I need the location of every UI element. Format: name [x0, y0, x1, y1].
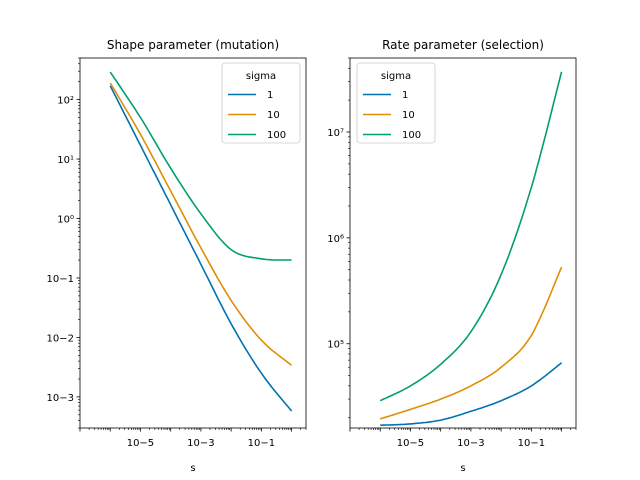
right-x-tick-label: 10−5 — [397, 438, 424, 449]
right-legend-title: sigma — [381, 71, 411, 82]
left-legend-box — [221, 62, 301, 144]
left-x-tick-label: 10−1 — [248, 438, 275, 449]
left-y-tick-label: 10−2 — [47, 333, 74, 344]
right-x-ticks: 10−5 10−3 10−1 — [349, 428, 577, 449]
right-legend-label-1: 1 — [402, 90, 408, 101]
right-y-tick-label: 10⁷ — [327, 128, 344, 139]
left-chart-title: Shape parameter (mutation) — [107, 38, 279, 52]
left-legend-label-100: 100 — [267, 130, 286, 141]
left-legend-label-1: 1 — [267, 90, 273, 101]
right-series-line-10 — [379, 266, 563, 420]
right-chart-title: Rate parameter (selection) — [382, 38, 544, 52]
left-y-ticks: 10−3 10−2 10−1 10⁰ 10¹ 10² — [47, 57, 80, 429]
left-y-tick-label: 10² — [57, 96, 74, 107]
left-y-tick-label: 10⁰ — [57, 215, 74, 226]
right-legend-label-100: 100 — [402, 130, 421, 141]
right-legend-label-10: 10 — [402, 110, 415, 121]
right-x-tick-label: 10−3 — [457, 438, 484, 449]
left-legend-label-10: 10 — [267, 110, 280, 121]
right-series-line-100 — [379, 71, 563, 402]
left-x-tick-label: 10−5 — [127, 438, 154, 449]
left-series-lines — [109, 71, 293, 412]
left-y-tick-label: 10−1 — [47, 274, 74, 285]
right-series-line-1 — [380, 362, 563, 426]
left-series-line-100 — [109, 71, 292, 261]
right-legend-box — [356, 62, 436, 144]
left-legend-title: sigma — [246, 71, 276, 82]
left-plot-frame — [79, 57, 307, 429]
right-y-tick-label: 10⁶ — [327, 234, 344, 245]
left-x-ticks: 10−5 10−3 10−1 — [79, 428, 307, 449]
left-legend: sigma 1 10 100 — [221, 62, 301, 144]
left-series-line-10 — [109, 82, 293, 366]
right-series-lines — [379, 71, 563, 426]
left-y-tick-label: 10−3 — [47, 393, 74, 404]
left-y-tick-label: 10¹ — [57, 155, 74, 166]
left-panel: Shape parameter (mutation) 10−310−210−11… — [47, 38, 307, 474]
right-y-ticks: 10⁵ 10⁶ 10⁷ — [327, 57, 350, 419]
right-x-tick-label: 10−1 — [518, 438, 545, 449]
left-x-axis-label: s — [190, 463, 195, 474]
right-y-tick-label: 10⁵ — [327, 340, 344, 351]
left-series-line-1 — [109, 85, 293, 412]
right-panel: Rate parameter (selection) 10⁵ 10⁶ 10⁷ 10−… — [327, 38, 577, 474]
left-x-tick-label: 10−3 — [187, 438, 214, 449]
right-x-axis-label: s — [460, 463, 465, 474]
right-legend: sigma 1 10 100 — [356, 62, 436, 144]
